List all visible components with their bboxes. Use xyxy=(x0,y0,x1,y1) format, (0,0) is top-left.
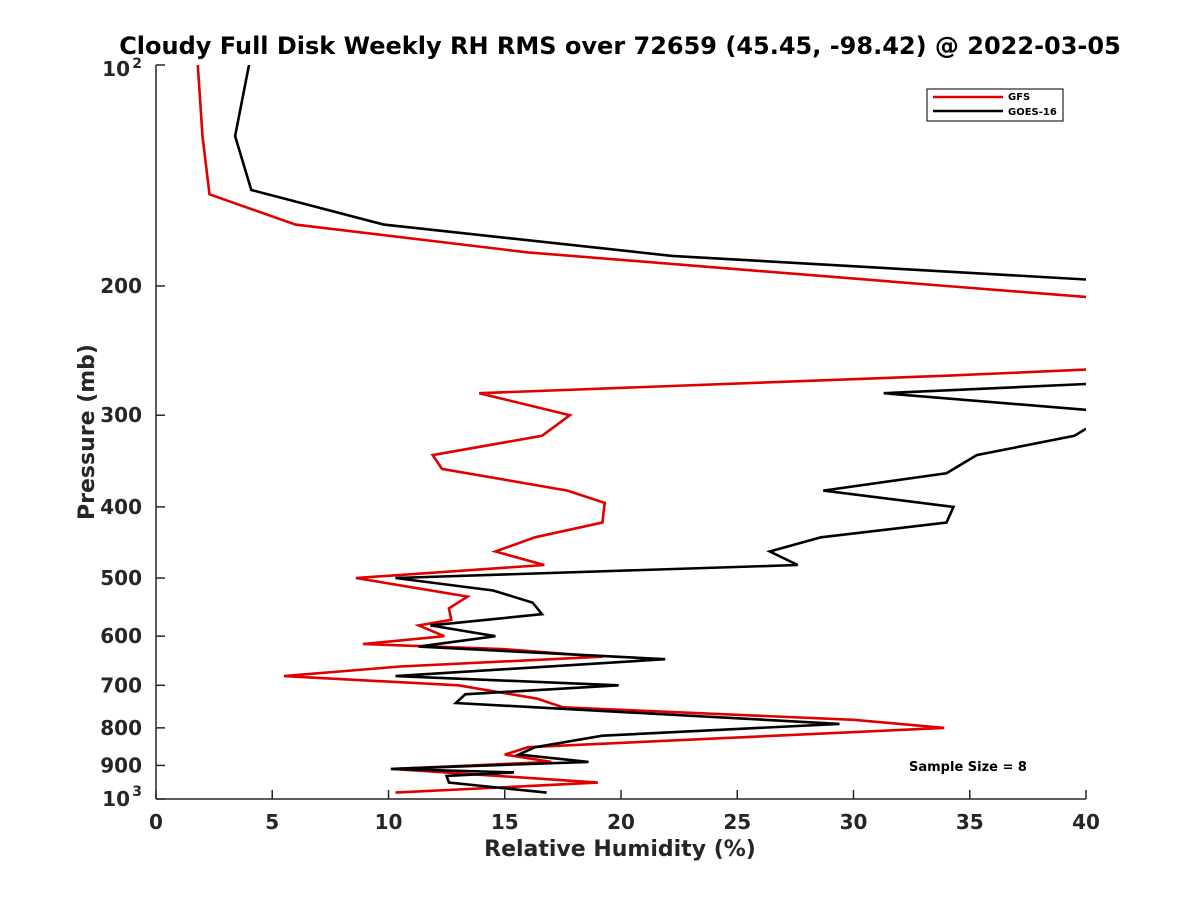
series-line-segment xyxy=(283,368,1086,794)
y-tick-label: 10 xyxy=(102,787,130,811)
y-tick-exponent: 2 xyxy=(132,56,142,72)
series-goes-16 xyxy=(233,65,1086,794)
legend: GFS GOES-16 xyxy=(926,88,1064,122)
y-axis-title: Pressure (mb) xyxy=(75,344,100,520)
y-tick-label: 500 xyxy=(100,566,142,590)
y-tick-label: 10 xyxy=(102,57,130,81)
series-line-segment xyxy=(883,382,1086,412)
y-tick-label: 700 xyxy=(100,673,142,697)
x-tick-label: 25 xyxy=(723,810,751,834)
legend-box xyxy=(926,88,1064,122)
x-tick-label: 40 xyxy=(1072,810,1100,834)
sample-size-annotation: Sample Size = 8 xyxy=(909,760,1027,775)
series-line-segment xyxy=(196,65,1086,299)
legend-label-gfs: GFS xyxy=(1008,92,1030,103)
x-axis-ticks: 0 5 10 15 20 25 30 35 40 xyxy=(149,790,1100,834)
y-tick-exponent: 3 xyxy=(132,784,142,800)
y-tick-label: 800 xyxy=(100,716,142,740)
chart-title: Cloudy Full Disk Weekly RH RMS over 7265… xyxy=(119,32,1121,60)
x-tick-label: 0 xyxy=(149,810,163,834)
axes xyxy=(155,65,1086,800)
series-layer xyxy=(196,65,1086,794)
x-tick-label: 10 xyxy=(375,810,403,834)
x-axis-title: Relative Humidity (%) xyxy=(484,837,756,862)
x-tick-label: 35 xyxy=(956,810,984,834)
y-tick-label: 400 xyxy=(100,495,142,519)
series-line-segment xyxy=(233,65,1086,281)
series-line-segment xyxy=(390,427,1086,794)
y-tick-label: 900 xyxy=(100,753,142,777)
x-tick-label: 5 xyxy=(265,810,279,834)
x-tick-label: 20 xyxy=(607,810,635,834)
legend-label-goes-16: GOES-16 xyxy=(1008,107,1057,118)
x-tick-label: 30 xyxy=(840,810,868,834)
series-gfs xyxy=(196,65,1086,794)
y-tick-label: 200 xyxy=(100,274,142,298)
x-tick-label: 15 xyxy=(491,810,519,834)
y-tick-label: 300 xyxy=(100,403,142,427)
y-tick-label: 600 xyxy=(100,624,142,648)
